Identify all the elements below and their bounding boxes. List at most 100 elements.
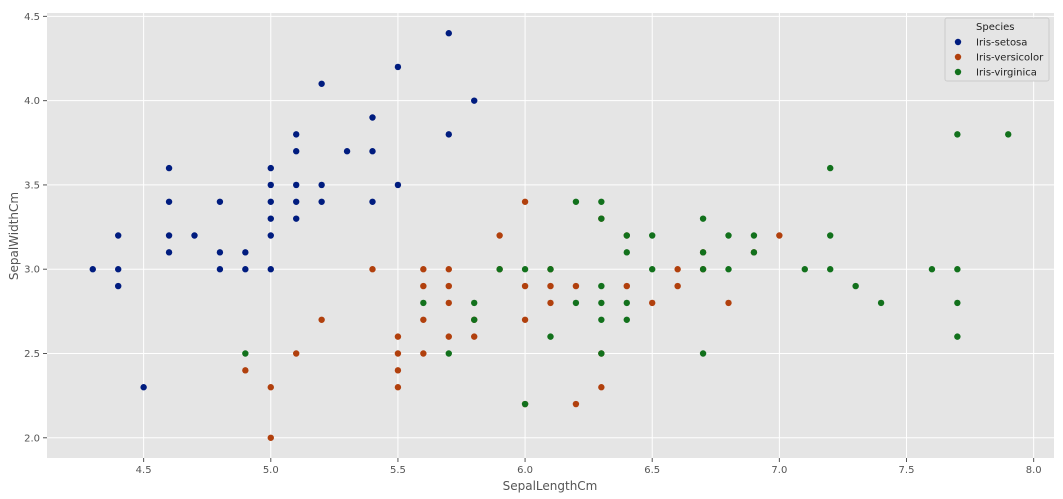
data-point bbox=[267, 164, 274, 172]
data-point bbox=[445, 266, 452, 273]
data-point bbox=[496, 232, 503, 239]
y-axis-label: SepalWidthCm bbox=[7, 192, 21, 280]
data-point bbox=[699, 266, 707, 273]
x-axis-label: SepalLengthCm bbox=[503, 479, 598, 493]
data-point bbox=[445, 282, 452, 290]
data-point bbox=[598, 198, 605, 205]
legend-box bbox=[944, 17, 1050, 82]
data-point bbox=[343, 148, 351, 155]
data-point bbox=[725, 232, 732, 239]
y-tick-label: 2.5 bbox=[24, 349, 40, 360]
data-point bbox=[623, 299, 630, 307]
data-point bbox=[598, 282, 605, 290]
data-point bbox=[293, 215, 300, 222]
data-point bbox=[547, 333, 554, 340]
data-point bbox=[674, 266, 681, 273]
data-point bbox=[394, 384, 402, 391]
x-tick-label: 5.0 bbox=[263, 465, 279, 476]
data-point bbox=[471, 299, 478, 307]
data-point bbox=[1005, 131, 1012, 138]
data-point bbox=[954, 299, 961, 307]
data-point bbox=[521, 282, 529, 290]
x-tick-label: 4.5 bbox=[136, 465, 152, 476]
data-point bbox=[293, 181, 300, 189]
legend-title: Species bbox=[976, 22, 1015, 33]
data-point bbox=[699, 249, 707, 256]
data-point bbox=[928, 266, 936, 273]
x-tick-label: 8.0 bbox=[1026, 465, 1042, 476]
y-tick-label: 4.5 bbox=[24, 12, 40, 23]
data-point bbox=[521, 198, 529, 205]
x-tick-label: 6.0 bbox=[517, 465, 533, 476]
data-point bbox=[750, 249, 758, 256]
data-point bbox=[547, 282, 554, 290]
data-point bbox=[267, 198, 274, 205]
data-point bbox=[293, 148, 300, 155]
data-point bbox=[471, 97, 478, 104]
data-point bbox=[267, 434, 274, 441]
data-point bbox=[547, 266, 554, 273]
data-point bbox=[572, 400, 580, 408]
x-tick-label: 7.5 bbox=[899, 465, 915, 476]
data-point bbox=[547, 299, 554, 307]
data-point bbox=[216, 198, 224, 205]
data-point bbox=[267, 232, 274, 239]
x-tick-label: 7.0 bbox=[771, 465, 787, 476]
data-point bbox=[318, 181, 325, 189]
x-tick-label: 6.5 bbox=[644, 465, 660, 476]
legend-marker bbox=[954, 38, 962, 46]
data-point bbox=[471, 333, 478, 340]
data-point bbox=[852, 282, 859, 290]
series-iris-setosa bbox=[89, 30, 478, 391]
legend-entry: Iris-virginica bbox=[976, 68, 1037, 79]
data-point bbox=[216, 266, 224, 273]
data-point bbox=[445, 333, 452, 340]
data-point bbox=[827, 164, 834, 172]
data-point bbox=[649, 266, 656, 273]
data-point bbox=[267, 266, 274, 273]
data-point bbox=[115, 266, 122, 273]
y-axis-ticks: 2.0 2.5 3.0 3.5 4.0 4.5 bbox=[24, 12, 47, 444]
data-point bbox=[674, 282, 681, 290]
data-point bbox=[89, 266, 96, 273]
data-point bbox=[293, 350, 300, 357]
legend-entry: Iris-versicolor bbox=[976, 53, 1044, 64]
series-iris-virginica bbox=[242, 131, 1012, 408]
data-point bbox=[115, 282, 122, 290]
data-point bbox=[394, 350, 402, 357]
data-point bbox=[242, 350, 249, 357]
data-point bbox=[369, 148, 376, 155]
data-point bbox=[394, 333, 402, 340]
data-point bbox=[623, 282, 630, 290]
y-tick-label: 2.0 bbox=[24, 433, 40, 444]
data-point bbox=[420, 282, 427, 290]
data-point bbox=[776, 232, 783, 239]
legend: Species Iris-setosa Iris-versicolor Iris-v… bbox=[944, 17, 1050, 82]
data-point bbox=[954, 266, 961, 273]
data-point bbox=[420, 316, 427, 323]
data-point bbox=[369, 114, 376, 121]
data-point bbox=[598, 384, 605, 391]
y-tick-label: 4.0 bbox=[24, 96, 40, 107]
data-point bbox=[725, 266, 732, 273]
data-points bbox=[89, 30, 1012, 441]
data-point bbox=[572, 198, 580, 205]
data-point bbox=[394, 181, 402, 189]
data-point bbox=[827, 232, 834, 239]
data-point bbox=[318, 198, 325, 205]
data-point bbox=[598, 299, 605, 307]
legend-entry: Iris-setosa bbox=[976, 38, 1027, 49]
data-point bbox=[369, 198, 376, 205]
data-point bbox=[293, 131, 300, 138]
data-point bbox=[394, 367, 402, 374]
x-axis-ticks: 4.5 5.0 5.5 6.0 6.5 7.0 7.5 8.0 bbox=[136, 458, 1042, 476]
x-tick-label: 5.5 bbox=[390, 465, 406, 476]
data-point bbox=[369, 266, 376, 273]
data-point bbox=[445, 30, 452, 37]
data-point bbox=[420, 266, 427, 273]
data-point bbox=[242, 249, 249, 256]
data-point bbox=[318, 80, 325, 87]
data-point bbox=[165, 198, 173, 205]
data-point bbox=[471, 316, 478, 323]
legend-items: Iris-setosa Iris-versicolor Iris-virginica bbox=[954, 38, 1044, 79]
